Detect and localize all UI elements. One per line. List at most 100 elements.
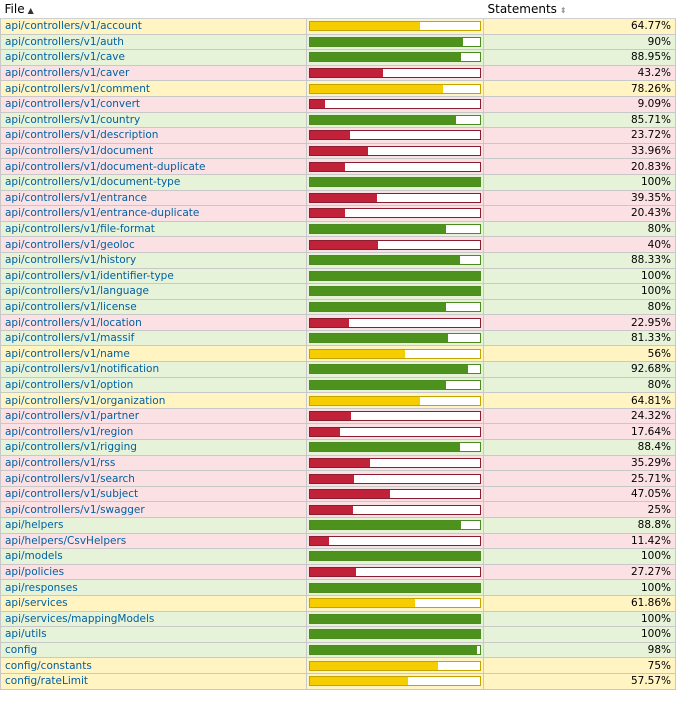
coverage-bar-cell <box>306 517 484 534</box>
file-link[interactable]: api/controllers/v1/history <box>5 254 137 267</box>
statements-percent: 33.96% <box>483 142 676 160</box>
coverage-bar-cell <box>306 267 484 285</box>
file-link[interactable]: api/controllers/v1/document-type <box>5 176 181 189</box>
file-cell: api/controllers/v1/rigging <box>0 439 307 456</box>
coverage-bar-cell <box>306 392 484 409</box>
statements-percent: 57.57% <box>483 672 676 690</box>
file-link[interactable]: api/models <box>5 550 63 563</box>
coverage-bar-fill <box>310 583 480 592</box>
file-link[interactable]: api/controllers/v1/subject <box>5 488 139 501</box>
statements-percent: 56% <box>483 345 676 363</box>
file-link[interactable]: api/controllers/v1/entrance <box>5 191 147 204</box>
file-link[interactable]: api/controllers/v1/account <box>5 20 142 33</box>
statements-percent: 61.86% <box>483 594 676 612</box>
statements-percent: 88.4% <box>483 439 676 456</box>
file-link[interactable]: api/controllers/v1/swagger <box>5 503 145 516</box>
file-link[interactable]: api/controllers/v1/organization <box>5 394 166 407</box>
file-link[interactable]: api/controllers/v1/entrance-duplicate <box>5 207 200 220</box>
file-link[interactable]: api/helpers <box>5 519 64 532</box>
file-link[interactable]: api/controllers/v1/geoloc <box>5 238 135 251</box>
coverage-bar <box>309 473 481 484</box>
file-link[interactable]: api/controllers/v1/comment <box>5 82 150 95</box>
coverage-bar-fill <box>310 287 480 296</box>
coverage-bar-cell <box>306 64 484 82</box>
file-cell: api/controllers/v1/notification <box>0 361 307 378</box>
table-row: api/controllers/v1/country 85.71% <box>0 111 676 129</box>
table-row: api/controllers/v1/entrance 39.35% <box>0 189 676 207</box>
coverage-bar-cell <box>306 563 484 581</box>
coverage-bar-cell <box>306 672 484 690</box>
file-link[interactable]: api/controllers/v1/name <box>5 347 130 360</box>
statements-column-header[interactable]: Statements ⬍ <box>483 0 676 19</box>
statements-percent: 80% <box>483 298 676 316</box>
coverage-bar-fill <box>310 240 378 249</box>
file-link[interactable]: api/helpers/CsvHelpers <box>5 534 127 547</box>
table-row: api/controllers/v1/document 33.96% <box>0 142 676 160</box>
file-link[interactable]: api/controllers/v1/document-duplicate <box>5 160 206 173</box>
file-link[interactable]: config/constants <box>5 659 92 672</box>
file-link[interactable]: api/controllers/v1/description <box>5 129 159 142</box>
file-link[interactable]: api/controllers/v1/cave <box>5 51 125 64</box>
statements-percent: 64.77% <box>483 18 676 35</box>
statements-percent: 9.09% <box>483 95 676 113</box>
coverage-bar <box>309 301 481 312</box>
coverage-bar-cell <box>306 236 484 253</box>
coverage-bar-fill <box>310 427 340 436</box>
file-link[interactable]: api/controllers/v1/rigging <box>5 441 137 454</box>
file-link[interactable]: api/controllers/v1/massif <box>5 332 135 345</box>
file-link[interactable]: api/controllers/v1/language <box>5 285 149 298</box>
file-link[interactable]: api/controllers/v1/rss <box>5 456 116 469</box>
file-link[interactable]: api/controllers/v1/file-format <box>5 223 155 236</box>
statements-percent: 64.81% <box>483 392 676 409</box>
table-row: api/controllers/v1/account 64.77% <box>0 18 676 35</box>
file-link[interactable]: api/controllers/v1/search <box>5 472 135 485</box>
table-row: api/controllers/v1/language 100% <box>0 283 676 300</box>
file-link[interactable]: config <box>5 644 38 657</box>
file-link[interactable]: api/services <box>5 597 68 610</box>
coverage-bar-cell <box>306 501 484 518</box>
coverage-bar-fill <box>310 131 351 140</box>
file-link[interactable]: api/controllers/v1/license <box>5 300 137 313</box>
statements-percent: 27.27% <box>483 563 676 581</box>
file-cell: api/services <box>0 594 307 612</box>
coverage-bar <box>309 333 481 344</box>
coverage-bar <box>309 567 481 578</box>
coverage-bar <box>309 535 481 546</box>
file-link[interactable]: config/rateLimit <box>5 675 89 688</box>
coverage-rows: api/controllers/v1/account 64.77% api/cont… <box>0 18 676 690</box>
file-link[interactable]: api/policies <box>5 566 65 579</box>
coverage-bar-cell <box>306 95 484 113</box>
coverage-bar-fill <box>310 115 456 124</box>
sort-both-icon: ⬍ <box>559 6 567 15</box>
statements-percent: 88.8% <box>483 517 676 534</box>
file-link[interactable]: api/controllers/v1/partner <box>5 410 140 423</box>
file-link[interactable]: api/controllers/v1/auth <box>5 35 124 48</box>
file-link[interactable]: api/controllers/v1/country <box>5 113 141 126</box>
file-link[interactable]: api/services/mappingModels <box>5 612 155 625</box>
file-link[interactable]: api/controllers/v1/notification <box>5 363 160 376</box>
coverage-bar <box>309 348 481 359</box>
file-link[interactable]: api/controllers/v1/location <box>5 316 142 329</box>
statements-percent: 98% <box>483 641 676 659</box>
file-link[interactable]: api/controllers/v1/identifier-type <box>5 269 174 282</box>
file-link[interactable]: api/controllers/v1/region <box>5 425 134 438</box>
statements-percent: 75% <box>483 657 676 674</box>
file-link[interactable]: api/controllers/v1/convert <box>5 98 141 111</box>
coverage-bar-cell <box>306 18 484 35</box>
file-link[interactable]: api/controllers/v1/option <box>5 378 134 391</box>
coverage-bar-cell <box>306 205 484 222</box>
file-cell: api/controllers/v1/entrance-duplicate <box>0 205 307 222</box>
coverage-bar <box>309 192 481 203</box>
file-link[interactable]: api/controllers/v1/document <box>5 145 154 158</box>
file-link[interactable]: api/controllers/v1/caver <box>5 67 130 80</box>
statements-percent: 100% <box>483 610 676 628</box>
table-row: api/responses 100% <box>0 579 676 596</box>
file-link[interactable]: api/utils <box>5 628 47 641</box>
file-cell: api/controllers/v1/subject <box>0 485 307 503</box>
file-cell: api/controllers/v1/document-duplicate <box>0 158 307 175</box>
coverage-bar-fill <box>310 412 352 421</box>
file-column-header[interactable]: File ▲ <box>0 0 307 19</box>
coverage-bar-cell <box>306 626 484 643</box>
file-link[interactable]: api/responses <box>5 581 78 594</box>
table-header-row: File ▲ Statements ⬍ <box>0 0 676 19</box>
